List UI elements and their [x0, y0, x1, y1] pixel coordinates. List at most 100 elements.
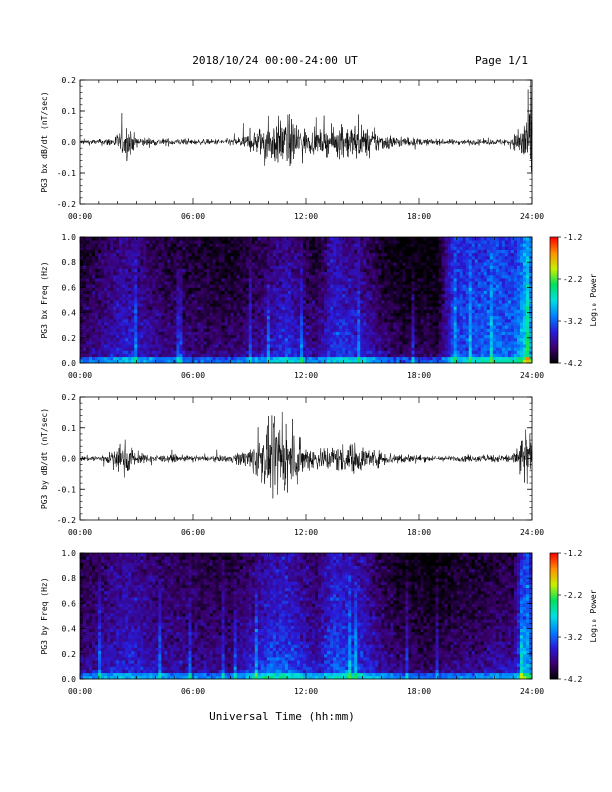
- spectrogram-cell: [312, 281, 316, 285]
- spectrogram-cell: [339, 353, 343, 358]
- spectrogram-cell: [399, 356, 403, 361]
- spectrogram-cell: [348, 287, 352, 291]
- spectrogram-cell: [435, 296, 439, 301]
- spectrogram-cell: [339, 331, 343, 336]
- spectrogram-cell: [239, 262, 244, 266]
- spectrogram-cell: [299, 303, 304, 307]
- spectrogram-cell: [104, 255, 108, 260]
- spectrogram-cell: [107, 277, 111, 282]
- spectrogram-cell: [336, 281, 340, 285]
- spectrogram-cell: [257, 325, 262, 329]
- spectrogram-cell: [306, 271, 310, 276]
- spectrogram-cell: [113, 318, 117, 323]
- spectrogram-cell: [290, 237, 295, 241]
- spectrogram-cell: [185, 315, 189, 320]
- spectrogram-cell: [167, 328, 171, 332]
- spectrogram-cell: [336, 246, 340, 250]
- spectrogram-cell: [122, 268, 126, 273]
- spectrogram-cell: [399, 331, 403, 336]
- spectrogram-cell: [98, 328, 102, 332]
- spectrogram-cell: [98, 318, 102, 323]
- spectrogram-cell: [251, 337, 256, 342]
- spectrogram-cell: [203, 277, 207, 282]
- spectrogram-cell: [432, 331, 436, 336]
- spectrogram-cell: [248, 296, 253, 301]
- spectrogram-cell: [116, 331, 120, 336]
- spectrogram-cell: [218, 353, 223, 358]
- spectrogram-cell: [290, 271, 295, 276]
- spectrogram-cell: [161, 347, 165, 351]
- spectrogram-cell: [318, 274, 322, 279]
- spectrogram-cell: [125, 268, 129, 273]
- spectrogram-cell: [227, 265, 232, 269]
- spectrogram-cell: [239, 293, 244, 298]
- spectrogram-cell: [402, 281, 406, 285]
- spectrogram-cell: [420, 331, 424, 336]
- spectrogram-cell: [381, 249, 385, 254]
- spectrogram-cell: [92, 347, 96, 351]
- spectrogram-cell: [327, 237, 331, 241]
- spectrogram-cell: [188, 277, 192, 282]
- spectrogram-cell: [251, 325, 256, 329]
- spectrogram-cell: [306, 281, 310, 285]
- spectrogram-cell: [372, 325, 376, 329]
- spectrogram-cell: [390, 334, 394, 339]
- spectrogram-cell: [399, 337, 403, 342]
- spectrogram-cell: [384, 296, 388, 301]
- spectrogram-cell: [230, 312, 235, 317]
- spectrogram-cell: [83, 353, 87, 358]
- spectrogram-cell: [170, 281, 174, 285]
- spectrogram-cell: [315, 337, 319, 342]
- spectrogram-cell: [284, 340, 289, 345]
- spectrogram-cell: [209, 334, 213, 339]
- spectrogram-cell: [423, 277, 427, 282]
- spectrogram-cell: [348, 353, 352, 358]
- spectrogram-cell: [242, 353, 247, 358]
- spectrogram-cell: [92, 268, 96, 273]
- spectrogram-cell: [290, 340, 295, 345]
- spectrogram-cell: [302, 287, 307, 291]
- y-axis-label: PG3 bx dB/dt (nT/sec): [40, 91, 49, 192]
- spectrogram-cell: [161, 322, 165, 326]
- spectrogram-cell: [89, 337, 93, 342]
- spectrogram-cell: [236, 252, 241, 257]
- spectrogram-cell: [197, 322, 201, 326]
- spectrogram-cell: [269, 265, 274, 269]
- spectrogram-cell: [384, 268, 388, 273]
- spectrogram-cell: [405, 353, 409, 358]
- spectrogram-cell: [113, 277, 117, 282]
- spectrogram-cell: [266, 246, 271, 250]
- spectrogram-cell: [390, 290, 394, 295]
- spectrogram-cell: [149, 359, 153, 364]
- spectrogram-cell: [408, 315, 412, 320]
- spectrogram-cell: [140, 325, 144, 329]
- spectrogram-cell: [89, 296, 93, 301]
- spectrogram-cell: [233, 356, 238, 361]
- spectrogram-cell: [203, 303, 207, 307]
- spectrogram-cell: [134, 347, 138, 351]
- spectrogram-cell: [281, 249, 286, 254]
- spectrogram-cell: [423, 331, 427, 336]
- spectrogram-cell: [378, 240, 382, 244]
- spectrogram-cell: [242, 246, 247, 250]
- spectrogram-cell: [227, 271, 232, 276]
- spectrogram-cell: [441, 322, 446, 326]
- spectrogram-cell: [92, 293, 96, 298]
- spectrogram-cell: [284, 359, 289, 364]
- spectrogram-cell: [375, 271, 379, 276]
- spectrogram-cell: [185, 356, 189, 361]
- spectrogram-cell: [89, 331, 93, 336]
- spectrogram-cell: [92, 353, 96, 358]
- spectrogram-cell: [375, 287, 379, 291]
- spectrogram-cell: [366, 306, 370, 310]
- spectrogram-cell: [161, 334, 165, 339]
- spectrogram-cell: [242, 249, 247, 254]
- spectrogram-cell: [128, 255, 132, 260]
- spectrogram-cell: [366, 274, 370, 279]
- spectrogram-cell: [107, 328, 111, 332]
- spectrogram-cell: [233, 237, 238, 241]
- spectrogram-cell: [179, 252, 183, 257]
- spectrogram-cell: [309, 237, 313, 241]
- spectrogram-cell: [92, 271, 96, 276]
- spectrogram-cell: [95, 318, 99, 323]
